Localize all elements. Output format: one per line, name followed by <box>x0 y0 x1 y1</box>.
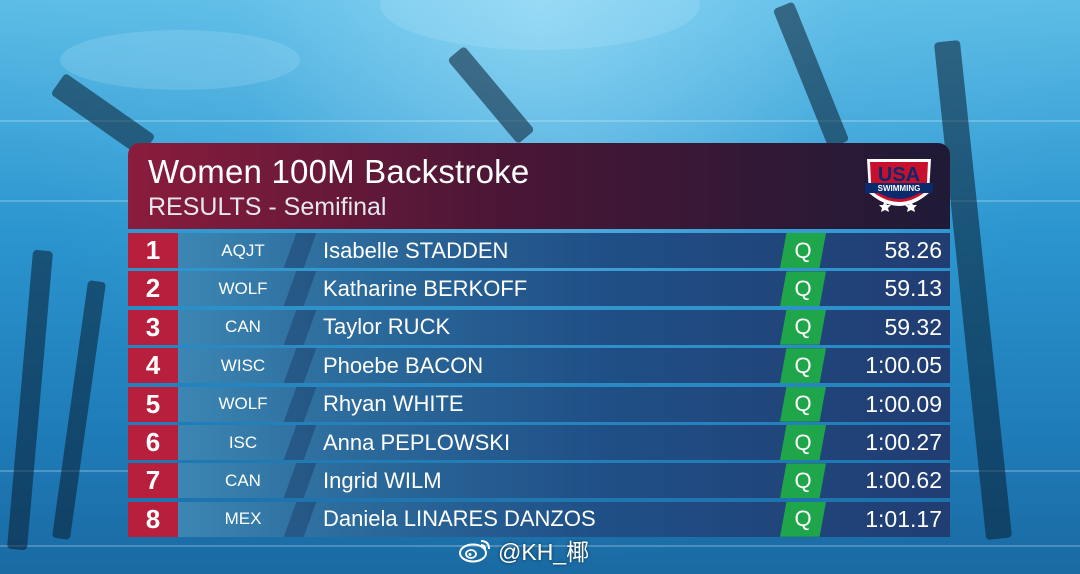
qualified-badge: Q <box>780 463 826 499</box>
team-code: ISC <box>228 432 258 452</box>
tile-line <box>0 120 1080 122</box>
team-code: AQJT <box>221 240 265 260</box>
event-title: Women 100M Backstroke <box>148 153 530 190</box>
logo-text-usa: USA <box>878 164 920 186</box>
qualified-badge: Q <box>780 233 826 268</box>
qualified-badge: Q <box>780 348 826 384</box>
lane-line <box>6 249 54 551</box>
team-code: WOLF <box>218 278 268 298</box>
result-row: 1 AQJT Isabelle STADDEN Q 58.26 <box>128 233 950 268</box>
swimmer-name: Ingrid WILM <box>323 467 442 493</box>
event-subtitle: RESULTS - Semifinal <box>148 193 387 221</box>
light-ripple <box>380 0 700 50</box>
lane-line <box>772 1 850 149</box>
place-number: 1 <box>128 233 178 268</box>
place-number: 5 <box>128 386 178 422</box>
team-code: MEX <box>224 509 262 529</box>
lane-line <box>447 45 535 145</box>
watermark: @KH_椰 <box>458 533 589 567</box>
swim-time: 1:00.27 <box>865 429 942 455</box>
team-code: WOLF <box>218 394 268 414</box>
swim-time: 1:00.62 <box>865 467 942 494</box>
team-code: CAN <box>225 317 261 337</box>
result-row: 7 CAN Ingrid WILM Q 1:00.62 <box>128 463 950 499</box>
result-row: 2 WOLF Katharine BERKOFF Q 59.13 <box>128 271 950 307</box>
swim-time: 1:00.09 <box>865 390 942 417</box>
swim-time: 1:00.05 <box>865 352 942 379</box>
place-number: 3 <box>128 309 178 345</box>
swimmer-name: Taylor RUCK <box>323 314 451 340</box>
swim-time: 59.13 <box>884 275 942 302</box>
result-row: 5 WOLF Rhyan WHITE Q 1:00.09 <box>128 386 950 422</box>
swim-time: 1:01.17 <box>865 505 942 532</box>
swim-time: 58.26 <box>884 237 942 263</box>
place-number: 6 <box>128 425 178 460</box>
qualified-badge: Q <box>780 386 826 422</box>
swimmer-name: Isabelle STADDEN <box>323 237 509 263</box>
place-number: 4 <box>128 348 178 384</box>
place-number: 8 <box>128 501 178 537</box>
lane-line <box>51 280 107 540</box>
swimmer-name: Phoebe BACON <box>323 352 484 378</box>
tile-line <box>0 545 1080 547</box>
results-header: Women 100M Backstroke RESULTS - Semifina… <box>128 143 950 229</box>
place-number: 2 <box>128 271 178 307</box>
qualified-badge: Q <box>780 271 826 307</box>
result-row: 8 MEX Daniela LINARES DANZOS Q 1:01.17 <box>128 501 950 537</box>
result-row: 3 CAN Taylor RUCK Q 59.32 <box>128 309 950 345</box>
qualified-badge: Q <box>780 501 826 537</box>
result-row: 6 ISC Anna PEPLOWSKI Q 1:00.27 <box>128 425 950 460</box>
usa-swimming-logo: USA SWIMMING <box>865 159 933 212</box>
watermark-text: @KH_椰 <box>498 539 590 565</box>
swimmer-name: Anna PEPLOWSKI <box>323 429 511 455</box>
light-ripple <box>60 30 300 90</box>
swimmer-name: Rhyan WHITE <box>323 391 464 417</box>
place-number: 7 <box>128 463 178 499</box>
team-code: WISC <box>220 355 266 375</box>
weibo-icon <box>459 540 490 563</box>
result-row: 4 WISC Phoebe BACON Q 1:00.05 <box>128 348 950 384</box>
swimmer-name: Katharine BERKOFF <box>323 275 528 301</box>
swimmer-name: Daniela LINARES DANZOS <box>323 506 596 532</box>
qualified-badge: Q <box>780 425 826 460</box>
qualified-badge: Q <box>780 309 826 345</box>
team-code: CAN <box>225 470 261 490</box>
swim-time: 59.32 <box>884 313 942 340</box>
results-board: Women 100M Backstroke RESULTS - Semifina… <box>128 143 950 537</box>
logo-text-swimming: SWIMMING <box>878 184 921 193</box>
